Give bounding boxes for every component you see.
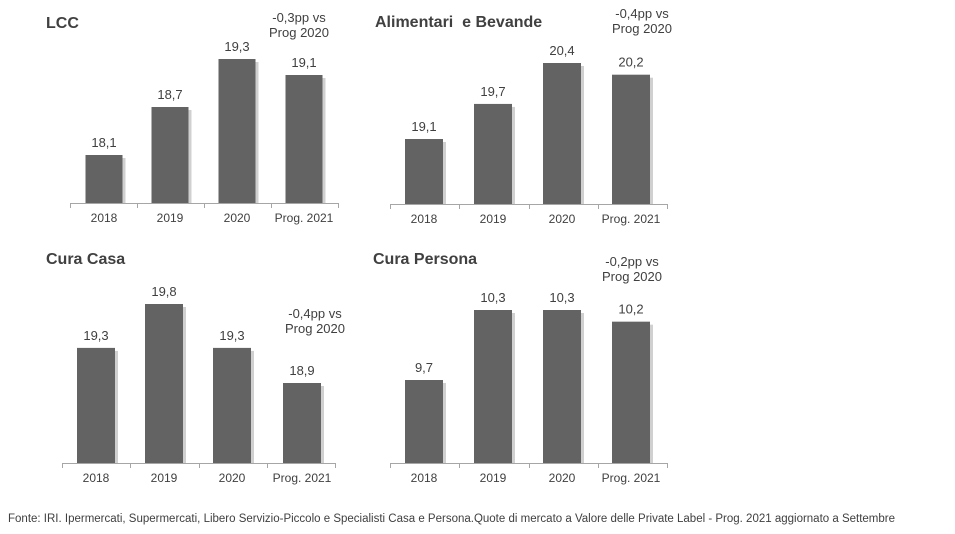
annotation-line: Prog 2020 bbox=[285, 321, 345, 336]
chart-annotation: -0,4pp vs Prog 2020 bbox=[282, 306, 348, 336]
annotation-line: -0,4pp vs bbox=[288, 306, 342, 321]
data-label: 18,7 bbox=[157, 87, 182, 102]
source-footnote: Fonte: IRI. Ipermercati, Supermercati, L… bbox=[8, 513, 896, 525]
annotation-line: Prog 2020 bbox=[269, 25, 329, 40]
bar-prog-2021 bbox=[283, 383, 321, 463]
data-label: 20,4 bbox=[549, 43, 574, 58]
bar-2018 bbox=[77, 347, 115, 463]
bar-2019 bbox=[151, 107, 189, 203]
x-tick-label: 2019 bbox=[157, 211, 184, 225]
x-tick-label: 2018 bbox=[411, 212, 438, 226]
data-label: 10,3 bbox=[480, 290, 505, 305]
bar-2018 bbox=[85, 155, 123, 203]
bar-2018 bbox=[405, 139, 443, 204]
bar-2019 bbox=[474, 103, 512, 204]
bar-2020 bbox=[218, 59, 256, 203]
chart-title: Cura Persona bbox=[373, 251, 478, 268]
x-tick-label: Prog. 2021 bbox=[275, 211, 334, 225]
x-tick-label: Prog. 2021 bbox=[602, 471, 661, 485]
chart-annotation: -0,2pp vs Prog 2020 bbox=[599, 254, 665, 284]
x-tick-label: 2019 bbox=[151, 471, 178, 485]
bar-2018 bbox=[405, 380, 443, 463]
x-tick-label: Prog. 2021 bbox=[273, 471, 332, 485]
x-tick-label: 2020 bbox=[224, 211, 251, 225]
data-label: 19,3 bbox=[83, 328, 108, 343]
bar-2020 bbox=[543, 63, 581, 204]
x-tick-label: 2020 bbox=[549, 212, 576, 226]
data-label: 19,3 bbox=[219, 328, 244, 343]
data-label: 19,1 bbox=[411, 119, 436, 134]
chart-annotation: -0,3pp vs Prog 2020 bbox=[266, 10, 332, 40]
data-label: 18,1 bbox=[91, 135, 116, 150]
data-label: 9,7 bbox=[415, 360, 433, 375]
x-tick-label: 2019 bbox=[480, 212, 507, 226]
data-label: 20,2 bbox=[618, 55, 643, 70]
annotation-line: Prog 2020 bbox=[602, 269, 662, 284]
bar-prog-2021 bbox=[285, 75, 323, 203]
x-tick-label: Prog. 2021 bbox=[602, 212, 661, 226]
x-tick-label: 2018 bbox=[411, 471, 438, 485]
annotation-line: -0,2pp vs bbox=[605, 254, 659, 269]
data-label: 19,3 bbox=[224, 39, 249, 54]
bar-2020 bbox=[213, 347, 251, 463]
chart-annotation: -0,4pp vs Prog 2020 bbox=[609, 6, 675, 36]
data-label: 18,9 bbox=[289, 363, 314, 378]
x-tick-label: 2018 bbox=[91, 211, 118, 225]
data-label: 10,3 bbox=[549, 290, 574, 305]
bar-prog-2021 bbox=[612, 74, 650, 204]
data-label: 10,2 bbox=[618, 302, 643, 317]
chart-title: Alimentari e Bevande bbox=[375, 14, 543, 31]
x-tick-label: 2018 bbox=[83, 471, 110, 485]
chart-title: LCC bbox=[46, 15, 79, 32]
x-tick-label: 2019 bbox=[480, 471, 507, 485]
annotation-line: Prog 2020 bbox=[612, 21, 672, 36]
x-tick-label: 2020 bbox=[219, 471, 246, 485]
data-label: 19,8 bbox=[151, 284, 176, 299]
bar-2019 bbox=[474, 310, 512, 463]
bar-2019 bbox=[145, 304, 183, 463]
x-tick-label: 2020 bbox=[549, 471, 576, 485]
bar-prog-2021 bbox=[612, 321, 650, 463]
data-label: 19,7 bbox=[480, 84, 505, 99]
chart-title: Cura Casa bbox=[46, 251, 126, 268]
data-label: 19,1 bbox=[291, 55, 316, 70]
annotation-line: -0,4pp vs bbox=[615, 6, 669, 21]
annotation-line: -0,3pp vs bbox=[272, 10, 326, 25]
bar-2020 bbox=[543, 310, 581, 463]
